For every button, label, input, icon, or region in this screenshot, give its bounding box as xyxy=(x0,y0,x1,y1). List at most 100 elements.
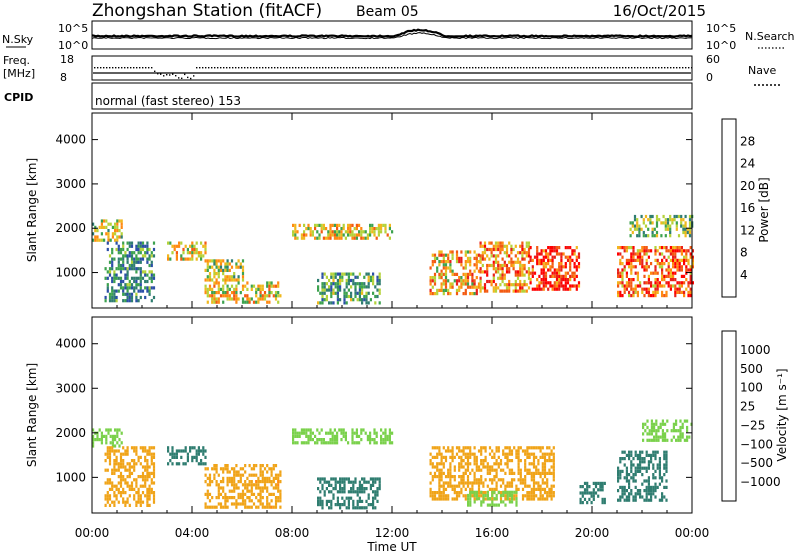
echo-cell xyxy=(116,238,119,242)
echo-cell xyxy=(490,254,493,258)
echo-cell xyxy=(257,476,260,480)
echo-cell xyxy=(347,503,350,507)
echo-cell xyxy=(438,250,441,254)
echo-cell xyxy=(508,279,511,284)
nave-point xyxy=(655,67,657,69)
echo-cell xyxy=(100,232,103,236)
echo-cell xyxy=(118,438,121,442)
echo-cell xyxy=(480,475,483,479)
echo-cell xyxy=(351,431,354,435)
echo-cell xyxy=(551,262,554,266)
echo-cell xyxy=(340,236,343,240)
echo-cell xyxy=(650,262,653,266)
echo-cell xyxy=(483,247,487,252)
echo-cell xyxy=(665,294,668,298)
echo-cell xyxy=(479,267,482,271)
echo-cell xyxy=(141,475,145,479)
echo-cell xyxy=(469,446,472,450)
echo-cell xyxy=(514,289,517,293)
echo-cell xyxy=(266,505,269,509)
echo-cell xyxy=(473,292,476,296)
echo-cell xyxy=(226,480,229,484)
echo-cell xyxy=(641,495,644,499)
echo-cell xyxy=(491,455,494,459)
echo-cell xyxy=(328,499,331,503)
echo-cell xyxy=(117,276,120,280)
echo-cell xyxy=(197,452,200,456)
echo-cell xyxy=(117,475,120,479)
echo-cell xyxy=(505,286,509,290)
echo-cell xyxy=(345,294,348,299)
echo-cell xyxy=(665,469,668,473)
nave-point xyxy=(202,67,204,69)
echo-cell xyxy=(263,505,267,509)
echo-cell xyxy=(550,449,553,453)
echo-cell xyxy=(449,269,452,273)
echo-cell xyxy=(661,265,664,269)
echo-cell xyxy=(356,490,359,494)
echo-cell xyxy=(263,291,267,295)
echo-cell xyxy=(455,494,459,498)
echo-cell xyxy=(226,467,229,471)
echo-cell xyxy=(630,453,633,457)
echo-cell xyxy=(491,478,494,482)
echo-cell xyxy=(654,453,657,457)
echo-cell xyxy=(237,496,240,500)
echo-cell xyxy=(208,473,212,477)
echo-cell xyxy=(469,250,472,254)
echo-cell xyxy=(647,218,650,222)
echo-cell xyxy=(330,483,333,487)
echo-cell xyxy=(107,431,110,435)
echo-cell xyxy=(340,438,343,442)
echo-cell xyxy=(653,438,656,442)
echo-cell xyxy=(219,505,223,509)
echo-cell xyxy=(674,290,677,294)
echo-cell xyxy=(226,275,229,279)
echo-cell xyxy=(344,236,347,240)
echo-cell xyxy=(268,467,271,471)
echo-cell xyxy=(515,484,518,488)
echo-cell xyxy=(455,256,459,260)
echo-cell xyxy=(355,441,358,445)
echo-cell xyxy=(171,251,174,255)
echo-cell xyxy=(444,475,448,479)
nave-point xyxy=(637,67,639,69)
echo-cell xyxy=(233,502,236,506)
echo-cell xyxy=(495,446,498,450)
echo-cell xyxy=(619,498,622,502)
echo-cell xyxy=(263,294,267,298)
echo-cell xyxy=(330,282,333,286)
echo-cell xyxy=(115,299,118,303)
echo-cell xyxy=(321,506,324,510)
echo-cell xyxy=(625,466,628,470)
echo-cell xyxy=(244,483,247,487)
echo-cell xyxy=(226,499,229,503)
echo-cell xyxy=(549,249,552,253)
echo-cell xyxy=(513,494,516,498)
echo-cell xyxy=(500,493,503,498)
echo-cell xyxy=(491,503,494,507)
echo-cell xyxy=(108,292,112,296)
echo-cell xyxy=(453,475,456,479)
echo-cell xyxy=(367,496,370,500)
echo-cell xyxy=(255,483,258,487)
echo-cell xyxy=(646,438,649,442)
echo-cell xyxy=(440,288,443,292)
echo-cell xyxy=(213,262,216,266)
echo-cell xyxy=(492,286,495,290)
echo-cell xyxy=(481,254,484,258)
echo-cell xyxy=(126,273,129,277)
echo-cell xyxy=(658,463,661,467)
echo-cell xyxy=(680,214,683,219)
echo-cell xyxy=(270,291,273,295)
echo-cell xyxy=(333,223,336,227)
echo-cell xyxy=(471,285,474,289)
echo-cell xyxy=(471,487,474,491)
echo-cell xyxy=(632,265,635,269)
echo-cell xyxy=(259,284,262,288)
echo-cell xyxy=(447,266,450,270)
echo-cell xyxy=(266,470,269,474)
echo-cell xyxy=(137,497,140,501)
echo-cell xyxy=(674,246,677,250)
echo-cell xyxy=(150,462,153,466)
